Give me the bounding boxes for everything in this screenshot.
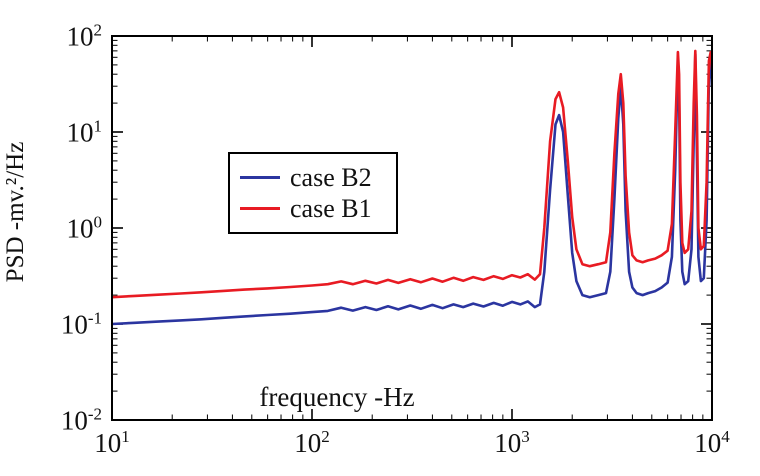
legend-label: case B1	[290, 193, 372, 223]
y-tick-label: 10-2	[60, 404, 102, 436]
legend-label: case B2	[290, 162, 372, 192]
y-tick-label: 101	[66, 116, 103, 148]
legend-entry-case-b1: case B1	[240, 193, 386, 224]
x-tick-label: 104	[694, 427, 730, 458]
y-tick-label: 10-1	[60, 308, 102, 340]
legend-entry-case-b2: case B2	[240, 162, 386, 193]
legend: case B2 case B1	[228, 152, 398, 234]
legend-line-sample-blue	[240, 176, 280, 179]
x-tick-label: 102	[294, 427, 330, 458]
y-tick-label: 100	[66, 212, 103, 244]
x-tick-label: 101	[94, 427, 130, 458]
x-axis-label: frequency -Hz	[259, 382, 415, 412]
legend-line-sample-red	[240, 207, 280, 210]
y-tick-label: 102	[66, 20, 103, 52]
x-tick-label: 103	[494, 427, 530, 458]
